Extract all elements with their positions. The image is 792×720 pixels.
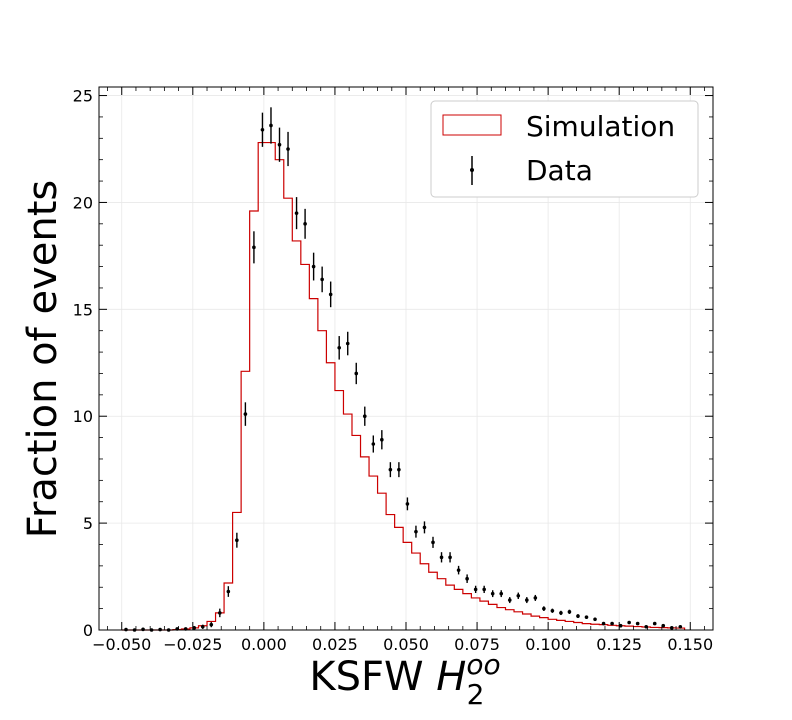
data-point (337, 346, 341, 350)
data-point (362, 414, 367, 419)
data-point (200, 624, 205, 629)
data-point (320, 277, 324, 282)
data-point (397, 467, 401, 472)
data-point (218, 611, 222, 615)
legend-frame (430, 100, 699, 198)
data-point (371, 442, 376, 446)
x-axis-label-subscript: 2 (467, 678, 485, 711)
data-point (652, 621, 657, 626)
x-axis-label: KSFW Hoo 2 (309, 648, 500, 711)
legend-data-label: Data (526, 154, 593, 187)
x-tick-label: 0.125 (596, 635, 642, 654)
data-point (525, 598, 529, 602)
data-point (576, 614, 580, 618)
data-point (235, 538, 239, 543)
x-tick-label: 0.150 (667, 635, 713, 654)
data-point (490, 591, 495, 596)
data-point (252, 245, 256, 250)
data-point (294, 211, 299, 215)
data-point (567, 610, 572, 614)
data-point (627, 620, 631, 625)
legend-simulation-swatch (442, 114, 502, 136)
x-axis-label-superscript: oo (466, 648, 500, 681)
legend-data-marker (470, 168, 474, 172)
data-point (303, 222, 307, 226)
data-point (482, 587, 486, 592)
data-point (345, 341, 350, 346)
data-point (678, 624, 683, 629)
data-point (456, 568, 461, 572)
data-point (414, 529, 418, 534)
data-point (507, 598, 512, 602)
data-point (473, 587, 478, 592)
data-point (610, 621, 614, 626)
x-axis-label-symbol: H (436, 654, 466, 700)
axis-ticks: −0.050 −0.025 0.000 0.025 0.050 0.075 0.100 0.1… (73, 87, 714, 654)
data-point (499, 591, 504, 596)
y-tick-label: 0 (83, 621, 93, 640)
data-point (328, 292, 333, 297)
x-tick-label: −0.025 (163, 635, 222, 654)
data-point (380, 437, 384, 442)
y-tick-label: 25 (73, 87, 93, 106)
legend: Simulation Data (430, 100, 699, 198)
data-point (550, 608, 555, 613)
x-tick-label: −0.050 (92, 635, 151, 654)
y-tick-label: 5 (83, 514, 93, 533)
data-point (209, 622, 214, 627)
data-point (448, 555, 452, 560)
x-tick-label: 0.025 (312, 635, 358, 654)
y-tick-label: 10 (73, 407, 93, 426)
data-point (618, 623, 623, 628)
data-point (542, 606, 546, 611)
x-tick-label: 0.100 (525, 635, 571, 654)
simulation-step-line (121, 141, 686, 631)
data-point (439, 555, 444, 560)
data-point (644, 624, 648, 629)
x-tick-label: 0.075 (454, 635, 500, 654)
simulation-series (121, 141, 686, 631)
x-tick-label: 0.050 (383, 635, 429, 654)
y-tick-label: 15 (73, 300, 93, 319)
data-point (635, 621, 640, 626)
data-point (226, 589, 231, 594)
data-point (559, 611, 563, 615)
data-point (277, 142, 282, 147)
data-point (260, 127, 265, 132)
data-point (669, 626, 674, 630)
data-point (269, 123, 273, 128)
data-point (311, 264, 316, 269)
x-axis-label-main: KSFW (309, 654, 436, 700)
data-point (141, 627, 145, 632)
data-point (593, 617, 597, 622)
data-point (354, 371, 359, 376)
data-point (388, 467, 393, 472)
legend-simulation-label: Simulation (526, 110, 675, 143)
data-point (533, 596, 538, 600)
data-point (422, 525, 427, 530)
y-axis-label: Fraction of events (20, 180, 66, 538)
data-point (405, 502, 410, 506)
data-point (516, 593, 521, 598)
data-point (243, 412, 248, 416)
y-tick-label: 20 (73, 193, 93, 212)
data-point (601, 621, 606, 626)
data-point (584, 615, 589, 619)
data-point (465, 576, 469, 581)
data-point (431, 540, 435, 545)
x-tick-label: 0.000 (241, 635, 287, 654)
data-point (661, 623, 666, 628)
data-point (286, 147, 290, 151)
data-point (192, 626, 197, 630)
